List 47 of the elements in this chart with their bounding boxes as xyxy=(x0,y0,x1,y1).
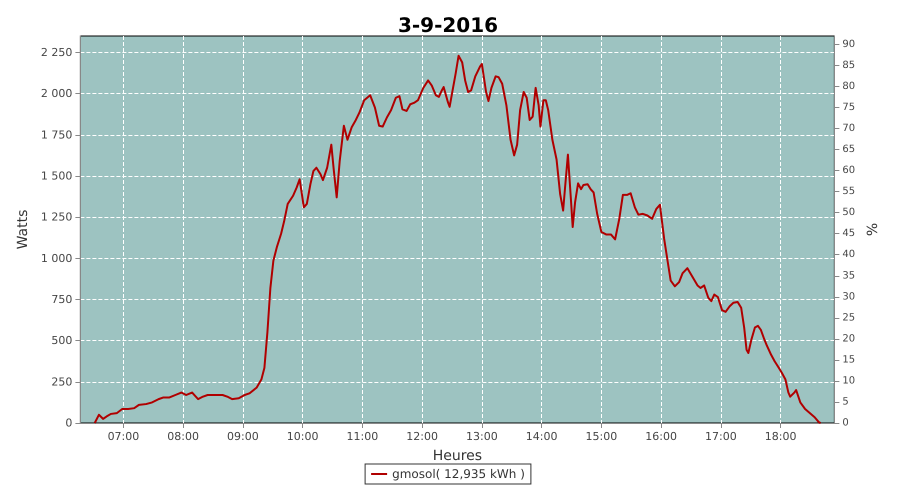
y2-tick-label: 90 xyxy=(842,38,856,50)
x-tick-label: 16:00 xyxy=(645,430,677,443)
x-tick-label: 13:00 xyxy=(466,430,498,443)
y-axis-title: Watts xyxy=(15,210,31,250)
y2-tick-label: 55 xyxy=(842,186,856,198)
y2-tick-label: 75 xyxy=(842,102,856,114)
x-tick-label: 15:00 xyxy=(586,430,618,443)
y-tick-label: 2 250 xyxy=(40,46,72,59)
x-tick-label: 09:00 xyxy=(227,430,259,443)
legend-label: gmosol( 12,935 kWh ) xyxy=(392,467,525,481)
x-tick-label: 10:00 xyxy=(286,430,318,443)
x-tick-label: 17:00 xyxy=(705,430,737,443)
y2-tick-label: 15 xyxy=(842,354,856,366)
y2-axis-title: % xyxy=(865,222,881,236)
y2-tick-label: 10 xyxy=(842,375,856,386)
x-tick-label: 08:00 xyxy=(167,430,200,443)
y-tick-label: 2 000 xyxy=(40,87,72,100)
y-tick-label: 1 000 xyxy=(40,252,72,265)
line-series xyxy=(94,54,822,424)
y2-tick-label: 25 xyxy=(842,312,856,324)
x-axis-title: Heures xyxy=(432,448,482,464)
y2-tick-label: 70 xyxy=(842,123,856,134)
y2-tick-label: 0 xyxy=(842,418,849,428)
y2-tick-label: 5 xyxy=(842,396,849,408)
y-tick-label: 250 xyxy=(51,375,72,388)
y2-tick-label: 80 xyxy=(842,80,856,92)
y-tick-label: 750 xyxy=(51,292,72,306)
y2-tick-label: 40 xyxy=(842,249,856,260)
y2-tick-label: 65 xyxy=(842,144,856,156)
y2-tick-label: 50 xyxy=(842,207,856,218)
y-tick-label: 500 xyxy=(51,334,72,348)
x-tick-label: 18:00 xyxy=(764,430,796,443)
x-tick-label: 12:00 xyxy=(406,430,438,443)
x-tick-label: 14:00 xyxy=(526,430,558,443)
y-tick-label: 1 250 xyxy=(40,210,72,224)
x-tick-label: 07:00 xyxy=(108,430,140,443)
y-tick-label: 1 500 xyxy=(40,169,72,182)
x-tick-label: 11:00 xyxy=(346,430,378,443)
y2-tick-label: 45 xyxy=(842,228,856,240)
chart-title: 3-9-2016 xyxy=(398,13,498,37)
y-tick-label: 1 750 xyxy=(40,128,72,142)
y2-tick-label: 85 xyxy=(842,60,856,71)
y-tick-label: 0 xyxy=(65,416,72,430)
y2-tick-label: 60 xyxy=(842,165,856,176)
y2-tick-label: 30 xyxy=(842,291,856,302)
y2-tick-label: 35 xyxy=(842,270,856,282)
y2-tick-label: 20 xyxy=(842,333,856,344)
